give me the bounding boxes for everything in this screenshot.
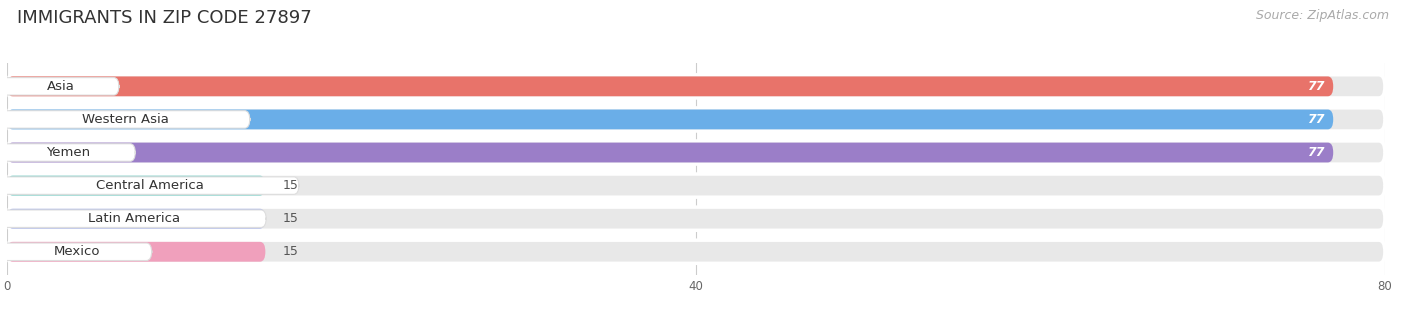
Text: Latin America: Latin America	[89, 212, 180, 225]
FancyBboxPatch shape	[7, 242, 266, 262]
Text: Western Asia: Western Asia	[83, 113, 169, 126]
Text: Asia: Asia	[46, 80, 75, 93]
Text: 77: 77	[1308, 146, 1324, 159]
Text: 15: 15	[283, 245, 298, 258]
FancyBboxPatch shape	[7, 174, 1385, 197]
FancyBboxPatch shape	[1, 210, 266, 228]
Text: Mexico: Mexico	[53, 245, 100, 258]
Text: Yemen: Yemen	[46, 146, 90, 159]
FancyBboxPatch shape	[7, 207, 1385, 230]
Text: IMMIGRANTS IN ZIP CODE 27897: IMMIGRANTS IN ZIP CODE 27897	[17, 9, 312, 27]
FancyBboxPatch shape	[7, 75, 1385, 98]
FancyBboxPatch shape	[7, 143, 1333, 162]
FancyBboxPatch shape	[7, 176, 266, 196]
FancyBboxPatch shape	[1, 243, 152, 260]
FancyBboxPatch shape	[7, 141, 1385, 164]
FancyBboxPatch shape	[1, 177, 299, 194]
Text: 15: 15	[283, 179, 298, 192]
FancyBboxPatch shape	[1, 144, 135, 161]
FancyBboxPatch shape	[7, 110, 1333, 129]
FancyBboxPatch shape	[7, 209, 266, 228]
Text: Source: ZipAtlas.com: Source: ZipAtlas.com	[1256, 9, 1389, 22]
FancyBboxPatch shape	[1, 78, 120, 95]
Text: Central America: Central America	[97, 179, 204, 192]
FancyBboxPatch shape	[7, 240, 1385, 263]
Text: 77: 77	[1308, 113, 1324, 126]
Text: 77: 77	[1308, 80, 1324, 93]
FancyBboxPatch shape	[7, 76, 1333, 96]
FancyBboxPatch shape	[1, 111, 250, 128]
Text: 15: 15	[283, 212, 298, 225]
FancyBboxPatch shape	[7, 108, 1385, 131]
